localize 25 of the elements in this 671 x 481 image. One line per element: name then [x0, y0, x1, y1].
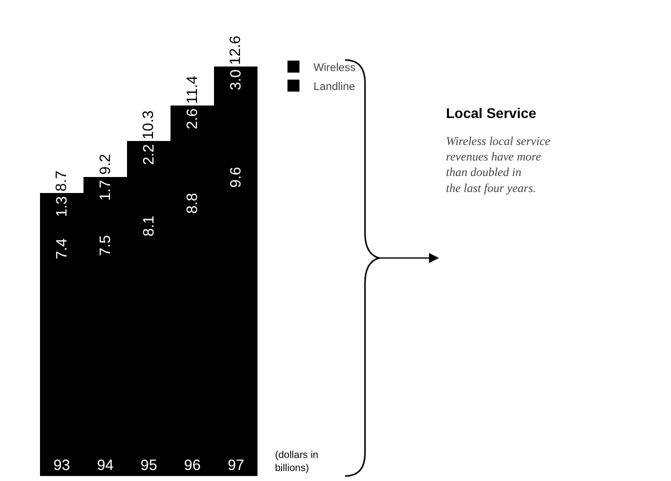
data-label: 7.4 [53, 238, 70, 260]
data-label: 1.3 [53, 196, 70, 218]
text: (dollars in billions) [275, 450, 318, 474]
x-tick-label: 94 [96, 457, 114, 474]
legend-label: Wireless [313, 62, 356, 74]
total-label: 11.4 [184, 76, 201, 104]
total-label: 8.7 [53, 170, 70, 192]
data-label: 8.8 [184, 192, 201, 214]
text: Wireless local service revenues have more than doubled in the last four years. [446, 134, 551, 195]
data-label: 2.2 [140, 144, 158, 166]
text: Local Service [446, 105, 536, 121]
total-label: 10.3 [140, 110, 158, 140]
x-tick-label: 96 [184, 457, 201, 474]
data-label: 8.1 [140, 216, 158, 237]
data-label: 9.6 [227, 166, 244, 188]
x-tick-label: 93 [53, 457, 70, 474]
legend-label: Landline [313, 80, 356, 93]
x-tick-label: 95 [140, 457, 158, 474]
total-label: 12.6 [227, 36, 244, 65]
data-label: 1.7 [96, 180, 114, 201]
total-label: 9.2 [96, 154, 114, 175]
data-label: 2.6 [184, 108, 201, 130]
data-label: 3.0 [227, 69, 244, 90]
x-tick-label: 97 [228, 457, 244, 474]
data-label: 7.5 [96, 235, 114, 256]
